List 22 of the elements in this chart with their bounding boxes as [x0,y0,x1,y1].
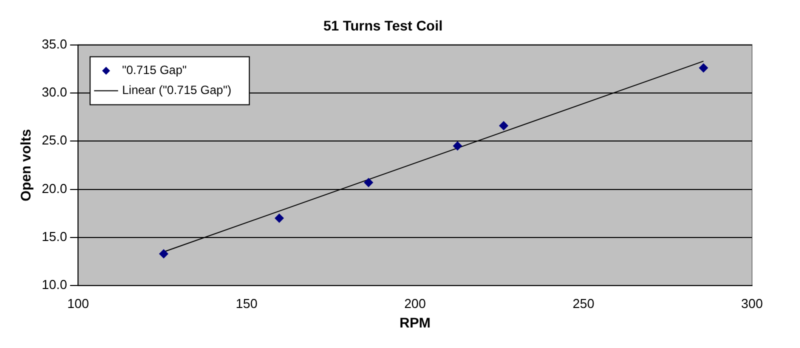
y-tick-label: 30.0 [42,84,68,100]
x-tick-label: 150 [236,296,258,311]
y-tick-label: 25.0 [42,132,68,148]
x-tick-label: 300 [741,296,763,311]
legend-label: "0.715 Gap" [122,63,187,78]
y-tick-label: 20.0 [42,180,68,196]
point [499,121,508,130]
x-tick-label: 200 [404,296,426,311]
x-tick-label: 250 [572,296,594,311]
y-tick-label: 15.0 [42,229,68,244]
legend-label: Linear ("0.715 Gap") [122,83,232,98]
point [364,178,374,188]
y-tick-label: 35.0 [42,36,68,52]
x-tick-label: 100 [67,296,89,311]
point [274,214,284,223]
y-axis-title: Open volts [17,128,34,202]
point [159,249,168,258]
chart-title: 51 Turns Test Coil [323,17,443,34]
x-axis-title: RPM [399,314,431,330]
point [453,141,462,150]
y-tick-label: 10.0 [42,277,68,292]
point [698,63,708,72]
